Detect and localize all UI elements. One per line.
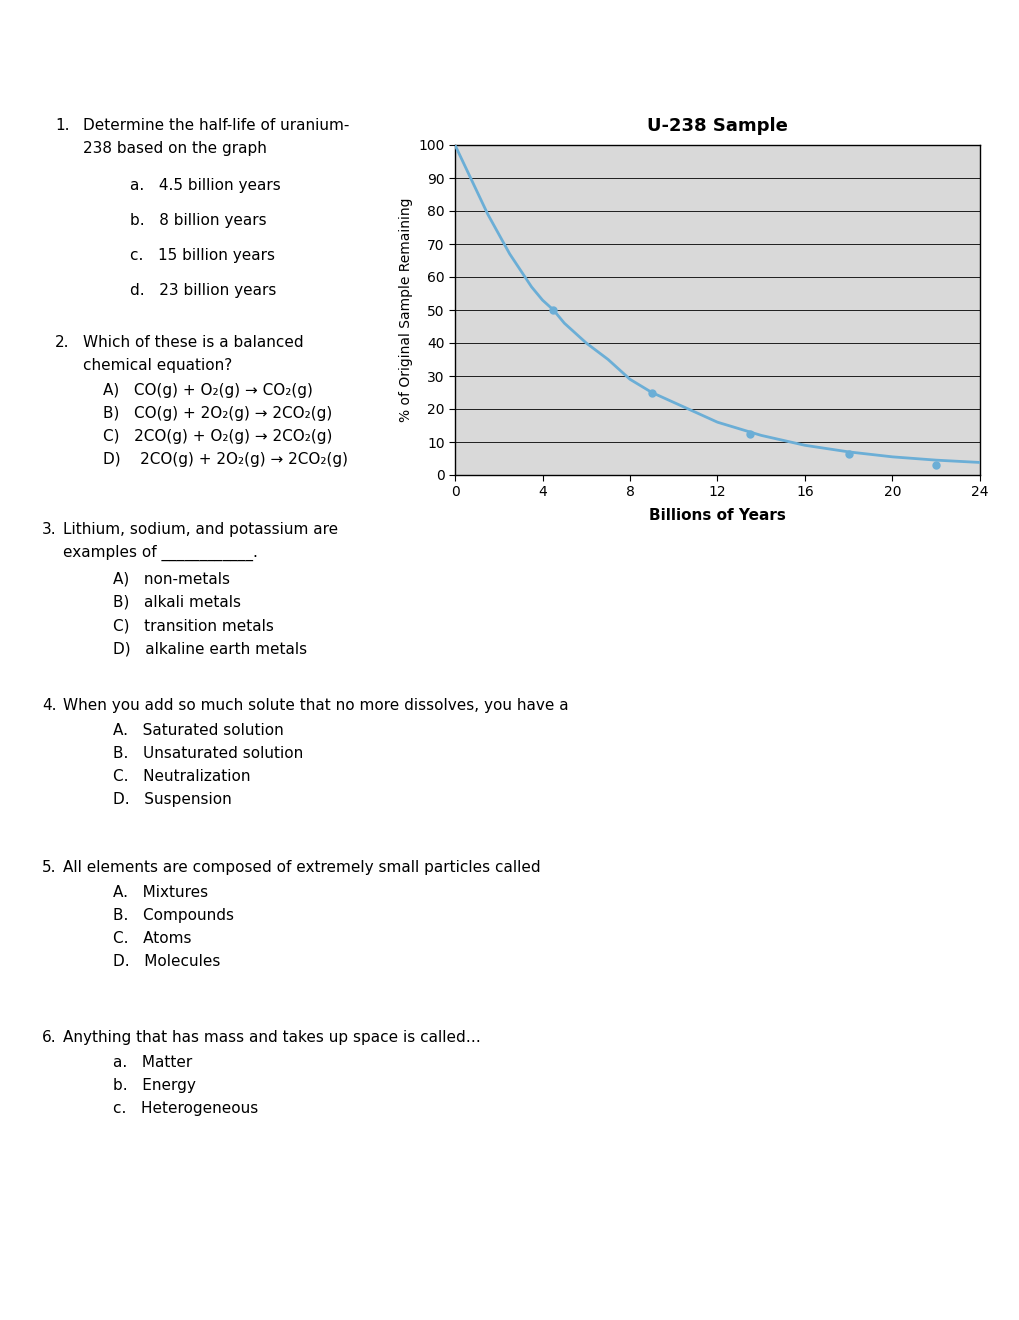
Text: C.   Atoms: C. Atoms xyxy=(113,931,192,946)
Text: a.   Matter: a. Matter xyxy=(113,1055,192,1071)
Text: C.   Neutralization: C. Neutralization xyxy=(113,770,251,784)
Text: D)    2CO(g) + 2O₂(g) → 2CO₂(g): D) 2CO(g) + 2O₂(g) → 2CO₂(g) xyxy=(103,451,347,467)
Text: 6.: 6. xyxy=(42,1030,57,1045)
Text: c.   15 billion years: c. 15 billion years xyxy=(129,248,275,263)
Text: D.   Molecules: D. Molecules xyxy=(113,954,220,969)
X-axis label: Billions of Years: Billions of Years xyxy=(648,508,786,523)
Text: chemical equation?: chemical equation? xyxy=(83,358,232,374)
Text: Which of these is a balanced: Which of these is a balanced xyxy=(83,335,304,350)
Text: D)   alkaline earth metals: D) alkaline earth metals xyxy=(113,642,307,656)
Text: D.   Suspension: D. Suspension xyxy=(113,792,231,807)
Text: Determine the half-life of uranium-: Determine the half-life of uranium- xyxy=(83,117,350,133)
Title: U-238 Sample: U-238 Sample xyxy=(646,117,787,135)
Text: Anything that has mass and takes up space is called…: Anything that has mass and takes up spac… xyxy=(63,1030,480,1045)
Y-axis label: % of Original Sample Remaining: % of Original Sample Remaining xyxy=(398,198,413,422)
Text: 238 based on the graph: 238 based on the graph xyxy=(83,141,267,156)
Text: c.   Heterogeneous: c. Heterogeneous xyxy=(113,1101,258,1115)
Text: B.   Compounds: B. Compounds xyxy=(113,908,233,923)
Text: B)   alkali metals: B) alkali metals xyxy=(113,595,240,610)
Text: All elements are composed of extremely small particles called: All elements are composed of extremely s… xyxy=(63,861,540,875)
Text: Lithium, sodium, and potassium are: Lithium, sodium, and potassium are xyxy=(63,521,337,537)
Text: C)   transition metals: C) transition metals xyxy=(113,618,274,634)
Text: When you add so much solute that no more dissolves, you have a: When you add so much solute that no more… xyxy=(63,698,568,713)
Text: A)   non-metals: A) non-metals xyxy=(113,572,229,587)
Text: a.   4.5 billion years: a. 4.5 billion years xyxy=(129,178,280,193)
Text: examples of ____________.: examples of ____________. xyxy=(63,545,258,561)
Text: A.   Mixtures: A. Mixtures xyxy=(113,884,208,900)
Text: B)   CO(g) + 2O₂(g) → 2CO₂(g): B) CO(g) + 2O₂(g) → 2CO₂(g) xyxy=(103,407,332,421)
Text: b.   Energy: b. Energy xyxy=(113,1078,196,1093)
Text: 1.: 1. xyxy=(55,117,69,133)
Text: B.   Unsaturated solution: B. Unsaturated solution xyxy=(113,746,303,762)
Text: C)   2CO(g) + O₂(g) → 2CO₂(g): C) 2CO(g) + O₂(g) → 2CO₂(g) xyxy=(103,429,332,444)
Text: 3.: 3. xyxy=(42,521,57,537)
Text: 2.: 2. xyxy=(55,335,69,350)
Text: d.   23 billion years: d. 23 billion years xyxy=(129,282,276,298)
Text: b.   8 billion years: b. 8 billion years xyxy=(129,213,266,228)
Text: 5.: 5. xyxy=(42,861,56,875)
Text: 4.: 4. xyxy=(42,698,56,713)
Text: A.   Saturated solution: A. Saturated solution xyxy=(113,723,283,738)
Text: A)   CO(g) + O₂(g) → CO₂(g): A) CO(g) + O₂(g) → CO₂(g) xyxy=(103,383,313,399)
